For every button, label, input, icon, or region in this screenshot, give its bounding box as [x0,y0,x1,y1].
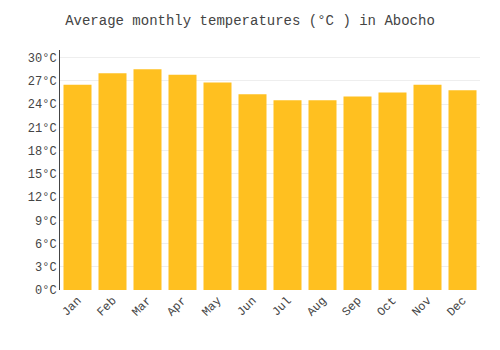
svg-text:Oct: Oct [374,294,399,319]
svg-text:Aug: Aug [304,294,329,319]
svg-text:12°C: 12°C [28,191,57,205]
svg-text:6°C: 6°C [35,238,57,252]
svg-text:9°C: 9°C [35,215,57,229]
svg-text:18°C: 18°C [28,145,57,159]
svg-text:0°C: 0°C [35,284,57,298]
svg-text:Jul: Jul [269,294,294,319]
svg-text:Nov: Nov [409,294,434,319]
svg-text:21°C: 21°C [28,122,57,136]
svg-text:May: May [199,294,224,319]
svg-text:3°C: 3°C [35,261,57,275]
svg-text:Dec: Dec [444,294,469,319]
svg-text:Sep: Sep [339,294,364,319]
svg-text:27°C: 27°C [28,75,57,89]
svg-text:Feb: Feb [94,294,119,319]
svg-text:30°C: 30°C [28,52,57,66]
svg-text:Apr: Apr [164,294,189,319]
svg-text:Jan: Jan [59,294,84,319]
svg-text:Jun: Jun [234,294,259,319]
svg-text:Mar: Mar [129,294,154,319]
svg-text:Average monthly temperatures (: Average monthly temperatures (°C ) in Ab… [65,13,435,29]
svg-text:15°C: 15°C [28,168,57,182]
svg-text:24°C: 24°C [28,98,57,112]
